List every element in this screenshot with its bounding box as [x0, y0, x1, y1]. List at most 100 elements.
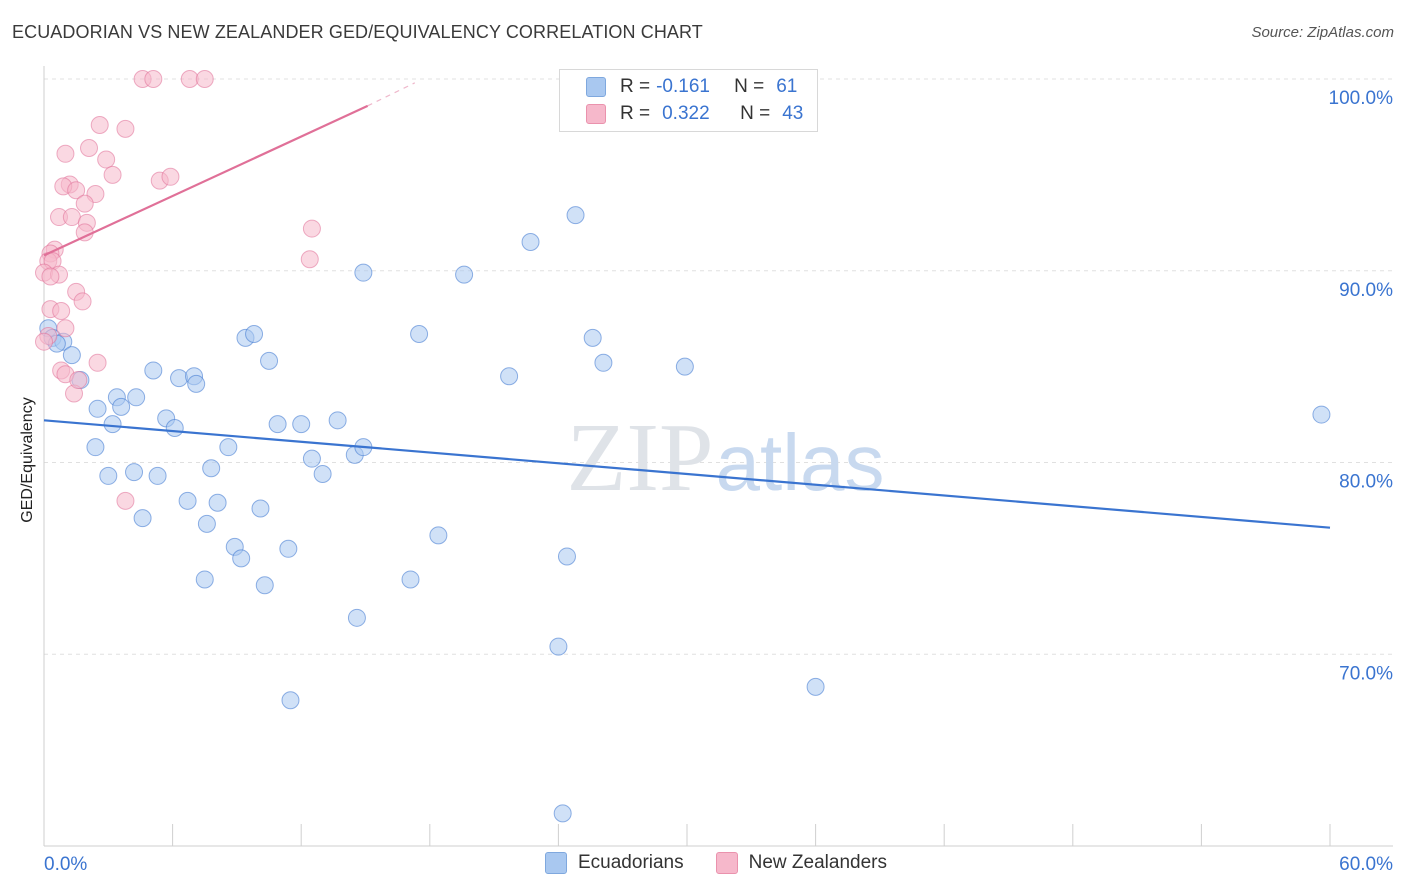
- ecuadorian-point: [410, 325, 429, 344]
- n-value: 43: [782, 103, 804, 124]
- new-zealander-point: [116, 119, 135, 138]
- legend-swatch-pink: [586, 104, 606, 124]
- new-zealander-point: [302, 219, 321, 238]
- new-zealander-point: [300, 250, 319, 269]
- ecuadorian-point: [354, 263, 373, 282]
- new-zealander-point: [73, 292, 92, 311]
- ecuadorian-point: [313, 465, 332, 484]
- y-tick-label: 100.0%: [1329, 88, 1394, 109]
- new-zealander-point: [97, 150, 116, 169]
- ecuadorian-point: [219, 438, 238, 457]
- n-value: 61: [776, 76, 798, 97]
- new-zealander-point: [41, 267, 60, 286]
- ecuadorian-point: [112, 397, 131, 416]
- ecuadorian-point: [148, 466, 167, 485]
- axes: [43, 66, 1393, 847]
- new-zealander-point: [195, 70, 214, 88]
- new-zealander-point: [116, 491, 135, 510]
- chart-title: ECUADORIAN VS NEW ZEALANDER GED/EQUIVALE…: [12, 22, 703, 42]
- ecuadorian-point: [178, 491, 197, 510]
- new-zealander-point: [144, 70, 163, 88]
- watermark-atlas: atlas: [716, 418, 885, 507]
- ecuadorian-point: [125, 463, 144, 482]
- n-label: N =: [734, 76, 765, 97]
- new-zealander-point: [69, 371, 88, 390]
- watermark: ZIP atlas: [567, 404, 885, 512]
- y-tick-label: 80.0%: [1339, 472, 1393, 493]
- legend-item-ecuadorians[interactable]: Ecuadorians: [545, 852, 684, 874]
- series-legend: Ecuadorians New Zealanders: [545, 852, 919, 874]
- ecuadorian-point: [133, 509, 152, 528]
- new-zealander-point: [90, 116, 109, 135]
- ecuadorian-point: [202, 459, 221, 478]
- new-zealander-point: [35, 332, 53, 351]
- r-value: 0.322: [662, 103, 710, 124]
- ecuadorian-point: [521, 232, 540, 251]
- n-label: N =: [740, 103, 771, 124]
- legend-item-new-zealanders[interactable]: New Zealanders: [715, 852, 887, 874]
- new-zealander-trend-extension: [367, 82, 416, 107]
- x-tick-label: 60.0%: [1339, 854, 1393, 875]
- ecuadorian-point: [208, 493, 227, 512]
- new-zealander-point: [103, 165, 122, 184]
- ecuadorian-point: [557, 547, 576, 566]
- y-tick-label: 70.0%: [1339, 663, 1393, 684]
- ecuadorian-point: [245, 325, 264, 344]
- new-zealander-point: [80, 139, 99, 158]
- ecuadorian-point: [187, 374, 206, 393]
- ecuadorian-point: [251, 499, 270, 518]
- new-zealander-point: [67, 181, 86, 200]
- ecuadorian-point: [583, 328, 602, 347]
- grid-lines: [44, 78, 1393, 655]
- ecuadorian-trend-line: [43, 419, 1331, 529]
- ecuadorian-point: [88, 399, 107, 418]
- ecuadorian-point: [675, 357, 694, 376]
- ecuadorian-point: [232, 549, 251, 568]
- ecuadorian-point: [165, 418, 184, 437]
- x-tick-label: 0.0%: [44, 854, 87, 875]
- ecuadorian-point: [455, 265, 474, 284]
- legend-row-ecuadorians: R = -0.161 N = 61: [586, 75, 797, 99]
- legend-swatch-pink: [715, 852, 738, 874]
- ecuadorian-point: [144, 361, 163, 380]
- new-zealander-point: [75, 194, 94, 213]
- new-zealander-point: [56, 319, 75, 338]
- ecuadorian-point: [328, 411, 347, 430]
- r-label: R =: [620, 103, 651, 124]
- legend-label: New Zealanders: [748, 852, 887, 873]
- ecuadorian-point: [281, 691, 300, 710]
- watermark-zip: ZIP: [567, 404, 714, 512]
- trend-lines: [43, 82, 1331, 529]
- ecuadorian-point: [429, 526, 448, 545]
- ecuadorian-point: [62, 346, 81, 365]
- ecuadorian-point: [302, 449, 321, 468]
- ecuadorian-point: [197, 514, 216, 533]
- stats-legend: R = -0.161 N = 61 R = 0.322 N = 43: [559, 69, 818, 132]
- ecuadorian-point: [279, 539, 298, 558]
- ecuadorian-point: [347, 608, 366, 627]
- data-points: [35, 70, 1331, 823]
- ecuadorian-point: [566, 206, 585, 225]
- source-label: Source: ZipAtlas.com: [1251, 24, 1394, 41]
- new-zealander-point: [62, 208, 81, 227]
- tick-labels: 70.0% 80.0% 90.0% 100.0% 0.0% 60.0%: [44, 88, 1393, 875]
- new-zealander-point: [161, 167, 180, 186]
- ecuadorian-point: [553, 804, 572, 823]
- ecuadorian-point: [170, 369, 189, 388]
- new-zealander-trend-line: [43, 104, 369, 257]
- ecuadorian-point: [260, 351, 279, 370]
- r-value: -0.161: [656, 76, 710, 97]
- y-tick-label: 90.0%: [1339, 280, 1393, 301]
- new-zealander-point: [52, 302, 71, 321]
- new-zealander-point: [88, 353, 107, 372]
- r-label: R =: [620, 76, 651, 97]
- ecuadorian-point: [86, 438, 105, 457]
- legend-row-new-zealanders: R = 0.322 N = 43: [586, 102, 803, 126]
- legend-swatch-blue: [545, 852, 567, 874]
- ecuadorian-point: [292, 415, 311, 434]
- ecuadorian-point: [500, 367, 519, 386]
- ecuadorian-point: [255, 576, 274, 595]
- ecuadorian-point: [594, 353, 613, 372]
- ecuadorian-point: [103, 415, 122, 434]
